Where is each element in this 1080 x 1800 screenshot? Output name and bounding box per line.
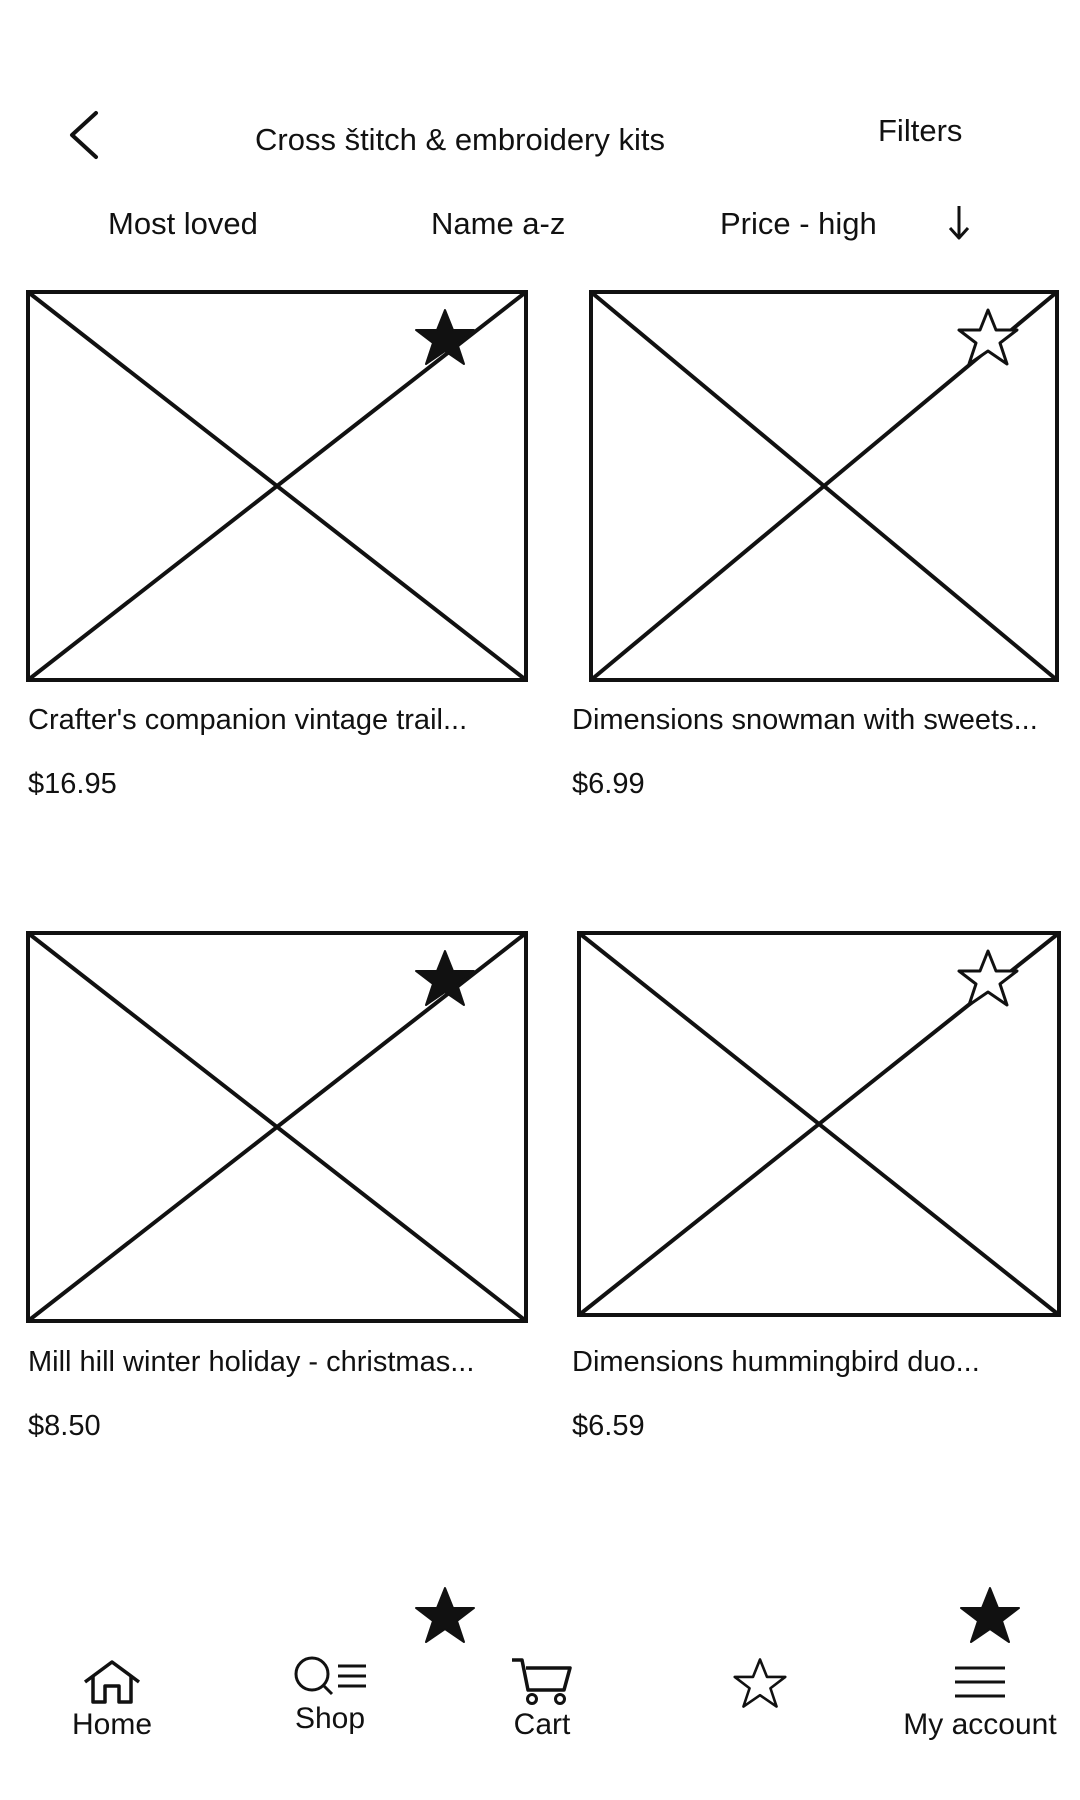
nav-label: Home xyxy=(71,1708,153,1741)
star-filled-icon xyxy=(958,1584,1022,1648)
home-icon xyxy=(83,1660,141,1704)
nav-home[interactable]: Home xyxy=(52,1658,172,1742)
image-placeholder xyxy=(577,931,1061,1317)
star-outline-icon xyxy=(733,1658,787,1708)
nav-label: Cart xyxy=(513,1708,571,1741)
arrow-down-icon xyxy=(948,206,970,240)
product-name[interactable]: Dimensions hummingbird duo... xyxy=(572,1346,980,1378)
search-menu-icon xyxy=(294,1656,366,1696)
sort-name-az[interactable]: Name a-z xyxy=(431,206,566,241)
image-placeholder xyxy=(589,290,1059,682)
product-price: $16.95 xyxy=(28,768,117,800)
back-button[interactable] xyxy=(60,105,110,165)
cart-icon xyxy=(512,1658,572,1705)
product-name[interactable]: Crafter's companion vintage trail... xyxy=(28,704,468,736)
favorite-button[interactable] xyxy=(413,947,477,1011)
nav-label: My account xyxy=(903,1708,1057,1741)
nav-my-account[interactable]: My account xyxy=(890,1660,1070,1742)
star-filled-icon xyxy=(415,309,475,365)
product-image[interactable] xyxy=(577,931,1061,1317)
sort-most-loved[interactable]: Most loved xyxy=(108,206,258,241)
nav-label: Shop xyxy=(294,1702,366,1735)
favorite-button[interactable] xyxy=(413,306,477,370)
product-name[interactable]: Dimensions snowman with sweets... xyxy=(572,704,1038,736)
star-outline-icon xyxy=(957,308,1019,366)
sort-price-high[interactable]: Price - high xyxy=(720,206,877,241)
product-image[interactable] xyxy=(26,290,528,682)
favorite-button[interactable] xyxy=(956,306,1020,370)
filters-button[interactable]: Filters xyxy=(878,113,963,148)
product-price: $6.59 xyxy=(572,1410,645,1442)
hamburger-menu-icon xyxy=(955,1666,1005,1698)
nav-cart[interactable]: Cart xyxy=(492,1656,592,1742)
nav-shop[interactable]: Shop xyxy=(275,1652,385,1736)
image-placeholder xyxy=(26,290,528,682)
favorite-button[interactable] xyxy=(956,947,1020,1011)
nav-favorites[interactable] xyxy=(720,1656,800,1712)
star-filled-icon xyxy=(415,950,475,1006)
product-price: $8.50 xyxy=(28,1410,101,1442)
chevron-left-icon xyxy=(70,111,98,159)
image-placeholder xyxy=(26,931,528,1323)
product-price: $6.99 xyxy=(572,768,645,800)
star-filled-icon xyxy=(413,1584,477,1648)
product-image[interactable] xyxy=(26,931,528,1323)
page-title: Cross štitch & embroidery kits xyxy=(255,122,665,157)
product-image[interactable] xyxy=(589,290,1059,682)
star-outline-icon xyxy=(957,949,1019,1007)
product-name[interactable]: Mill hill winter holiday - christmas... xyxy=(28,1346,475,1378)
sort-direction-button[interactable] xyxy=(942,200,976,244)
